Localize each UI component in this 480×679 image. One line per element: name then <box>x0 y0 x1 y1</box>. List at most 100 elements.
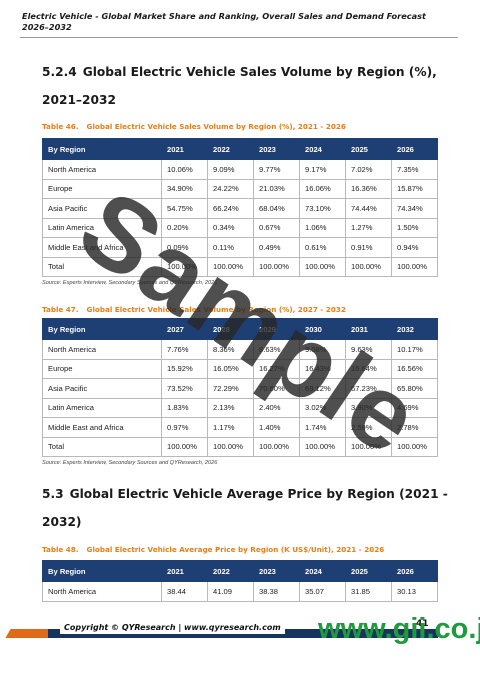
value-cell: 41.09 <box>207 581 254 602</box>
column-header: 2025 <box>345 138 392 160</box>
value-cell: 10.06% <box>161 159 208 180</box>
column-header: By Region <box>42 138 162 160</box>
column-header: 2024 <box>299 560 346 582</box>
caption-number: Table 46. <box>42 122 79 131</box>
table-row: Europe 34.90% 24.22% 21.03% 16.06% 16.36% 15.8… <box>42 178 438 199</box>
row-label-cell: Latin America <box>42 217 162 238</box>
row-label-cell: Middle East and Africa <box>42 417 162 438</box>
page-header: Electric Vehicle - Global Market Share a… <box>22 11 426 32</box>
table-row: Total 100.00% 100.00% 100.00% 100.00% 100.00%… <box>42 436 438 457</box>
value-cell: 15.87% <box>391 178 438 199</box>
value-cell: 0.91% <box>345 237 392 258</box>
column-header: 2028 <box>207 318 254 340</box>
value-cell: 9.77% <box>253 159 300 180</box>
value-cell: 9.08% <box>299 339 346 360</box>
table-47-caption: Table 47. Global Electric Vehicle Sales V… <box>42 305 346 314</box>
value-cell: 100.00% <box>253 256 300 277</box>
value-cell: 66.24% <box>207 198 254 219</box>
row-label-cell: Total <box>42 256 162 277</box>
column-header: 2026 <box>391 560 438 582</box>
value-cell: 2.78% <box>391 417 438 438</box>
caption-text: Global Electric Vehicle Average Price by… <box>86 545 385 554</box>
value-cell: 0.94% <box>391 237 438 258</box>
value-cell: 7.02% <box>345 159 392 180</box>
value-cell: 1.17% <box>207 417 254 438</box>
table-48: By Region 2021 2022 2023 2024 2025 2026 North A… <box>42 560 438 602</box>
table-row: North America 38.44 41.09 38.38 35.07 31.85 30… <box>42 581 438 602</box>
value-cell: 67.23% <box>345 378 392 399</box>
value-cell: 3.02% <box>299 397 346 418</box>
value-cell: 15.92% <box>161 358 208 379</box>
table-row: North America 7.76% 8.36% 8.63% 9.08% 9.63% 10… <box>42 339 438 360</box>
row-label-cell: Middle East and Africa <box>42 237 162 258</box>
column-header: 2025 <box>345 560 392 582</box>
value-cell: 1.40% <box>253 417 300 438</box>
table-46-source: Source: Experts Interview, Secondary Sou… <box>42 280 218 286</box>
value-cell: 0.67% <box>253 217 300 238</box>
table-46: By Region 2021 2022 2023 2024 2025 2026 North A… <box>42 138 438 277</box>
table-row: Latin America 0.20% 0.34% 0.67% 1.06% 1.27% 1.… <box>42 217 438 238</box>
value-cell: 9.17% <box>299 159 346 180</box>
value-cell: 54.75% <box>161 198 208 219</box>
value-cell: 1.06% <box>299 217 346 238</box>
value-cell: 65.80% <box>391 378 438 399</box>
value-cell: 100.00% <box>391 436 438 457</box>
value-cell: 100.00% <box>207 256 254 277</box>
column-header: By Region <box>42 318 162 340</box>
page-number: 41 <box>416 619 429 629</box>
table-46-caption: Table 46. Global Electric Vehicle Sales V… <box>42 122 346 131</box>
value-cell: 100.00% <box>345 256 392 277</box>
table-row: Asia Pacific 73.52% 72.29% 70.60% 69.12% 67.2… <box>42 378 438 399</box>
row-label-cell: Europe <box>42 358 162 379</box>
table-row: North America 10.06% 9.09% 9.77% 9.17% 7.02% 7… <box>42 159 438 180</box>
section-number: 5.2.4 <box>42 65 77 79</box>
value-cell: 35.07 <box>299 581 346 602</box>
section-number: 5.3 <box>42 487 64 501</box>
column-header: 2030 <box>299 318 346 340</box>
table-47: By Region 2027 2028 2029 2030 2031 2032 North A… <box>42 318 438 457</box>
value-cell: 73.52% <box>161 378 208 399</box>
caption-text: Global Electric Vehicle Sales Volume by … <box>86 122 346 131</box>
header-divider <box>20 37 458 38</box>
value-cell: 0.09% <box>161 237 208 258</box>
value-cell: 100.00% <box>391 256 438 277</box>
value-cell: 100.00% <box>345 436 392 457</box>
row-label-cell: Europe <box>42 178 162 199</box>
value-cell: 74.44% <box>345 198 392 219</box>
caption-text: Global Electric Vehicle Sales Volume by … <box>86 305 346 314</box>
value-cell: 9.63% <box>345 339 392 360</box>
value-cell: 10.17% <box>391 339 438 360</box>
column-header: 2021 <box>161 138 208 160</box>
value-cell: 30.13 <box>391 581 438 602</box>
value-cell: 34.90% <box>161 178 208 199</box>
value-cell: 0.11% <box>207 237 254 258</box>
table-row: Middle East and Africa 0.09% 0.11% 0.49% 0.6… <box>42 237 438 258</box>
column-header: 2023 <box>253 560 300 582</box>
value-cell: 68.04% <box>253 198 300 219</box>
value-cell: 0.34% <box>207 217 254 238</box>
column-header: 2024 <box>299 138 346 160</box>
value-cell: 69.12% <box>299 378 346 399</box>
value-cell: 7.35% <box>391 159 438 180</box>
table-header-row: By Region 2021 2022 2023 2024 2025 2026 <box>42 138 438 160</box>
table-row: Middle East and Africa 0.97% 1.17% 1.40% 1.7… <box>42 417 438 438</box>
column-header: 2021 <box>161 560 208 582</box>
value-cell: 16.27% <box>253 358 300 379</box>
column-header: 2029 <box>253 318 300 340</box>
row-label-cell: Latin America <box>42 397 162 418</box>
value-cell: 38.44 <box>161 581 208 602</box>
value-cell: 16.43% <box>299 358 346 379</box>
value-cell: 0.61% <box>299 237 346 258</box>
value-cell: 100.00% <box>161 256 208 277</box>
table-header-row: By Region 2027 2028 2029 2030 2031 2032 <box>42 318 438 340</box>
caption-number: Table 48. <box>42 545 79 554</box>
value-cell: 100.00% <box>299 256 346 277</box>
value-cell: 16.64% <box>345 358 392 379</box>
value-cell: 70.60% <box>253 378 300 399</box>
value-cell: 0.97% <box>161 417 208 438</box>
value-cell: 0.20% <box>161 217 208 238</box>
value-cell: 100.00% <box>161 436 208 457</box>
value-cell: 1.50% <box>391 217 438 238</box>
table-48-caption: Table 48. Global Electric Vehicle Average… <box>42 545 384 554</box>
value-cell: 16.36% <box>345 178 392 199</box>
